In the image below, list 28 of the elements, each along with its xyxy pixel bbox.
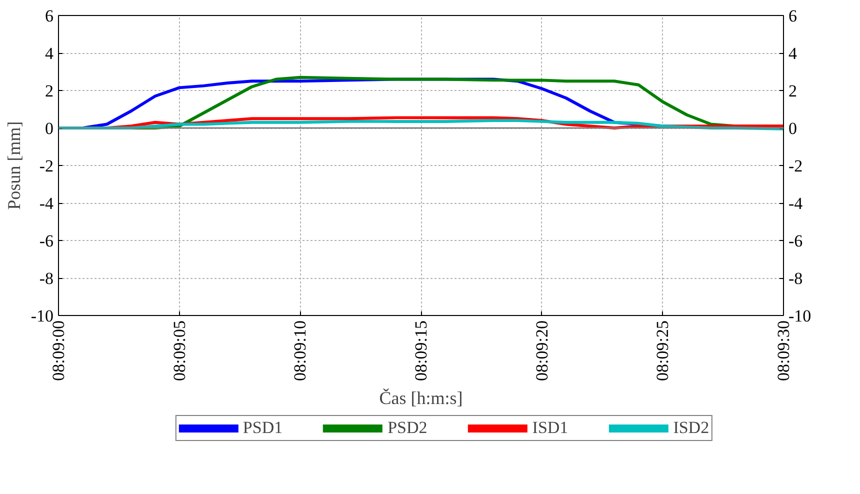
x-axis-title: Čas [h:m:s]	[379, 388, 463, 408]
y-tick-label: -10	[30, 306, 54, 326]
y-tick-label: -6	[39, 232, 54, 250]
legend-label: PSD2	[388, 418, 428, 438]
x-tick-label: 08:09:20	[532, 320, 552, 381]
y-tick-label: 2	[45, 82, 54, 100]
y-tick-label: -4	[39, 194, 54, 213]
y2-tick-label: -2	[788, 156, 803, 176]
y-tick-label: 6	[45, 6, 54, 26]
legend-label: PSD1	[242, 418, 283, 438]
legend-label: ISD1	[532, 418, 568, 438]
x-tick-label: 08:09:15	[412, 320, 431, 381]
y2-tick-label: -6	[788, 232, 803, 250]
x-tick-label: 08:09:05	[170, 320, 189, 381]
y-tick-label: 0	[45, 119, 54, 138]
y2-tick-label: 4	[788, 44, 798, 63]
y2-tick-label: 6	[788, 6, 797, 26]
y-tick-label: -2	[39, 156, 54, 176]
y2-tick-label: 2	[788, 82, 797, 100]
x-tick-label: 08:09:10	[290, 320, 310, 381]
y2-tick-label: 0	[788, 119, 797, 138]
legend-label: ISD2	[673, 418, 710, 438]
y2-tick-label: -4	[788, 194, 804, 213]
y-tick-label: 4	[45, 44, 54, 63]
y2-tick-label: -8	[788, 269, 803, 288]
x-tick-label: 08:09:25	[653, 320, 672, 381]
y-axis-title: Posun [mm]	[4, 121, 24, 210]
y-tick-label: -8	[39, 269, 54, 288]
